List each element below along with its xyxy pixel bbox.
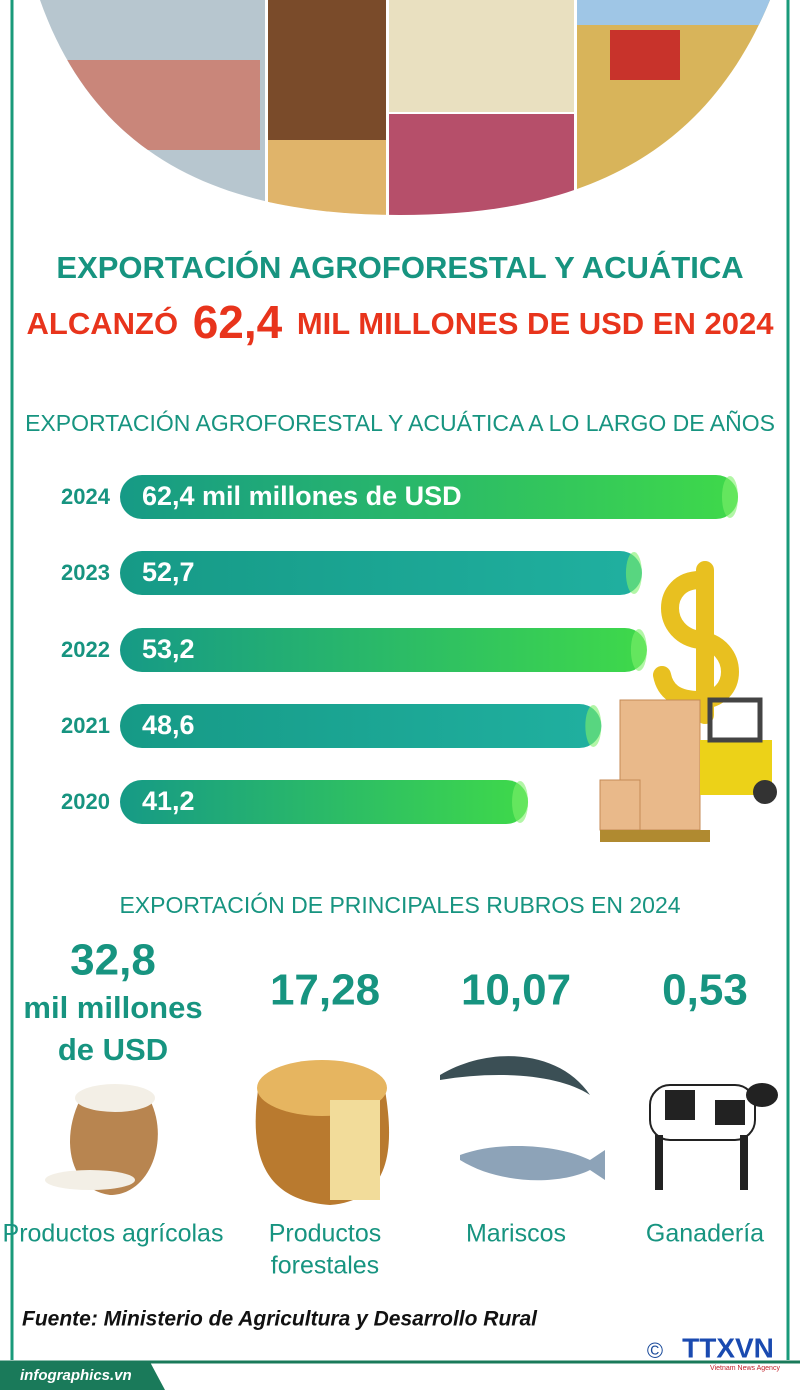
cow-icon	[649, 1083, 778, 1190]
y-tick-label: 2023	[61, 560, 110, 585]
y-tick-label: 2024	[61, 484, 111, 509]
value-label: 62,4 mil millones de USD	[142, 481, 462, 511]
headline-highlight: 62,4	[193, 296, 283, 348]
unit-label: de USD	[58, 1032, 168, 1067]
footer-site: infographics.vn	[20, 1367, 132, 1384]
value-label: 41,2	[142, 786, 195, 816]
category-value: 0,53	[662, 966, 748, 1015]
bar	[120, 551, 642, 595]
headline-2: ALCANZÓ 62,4 MIL MILLONES DE USD EN 2024	[27, 296, 775, 348]
seafood-icon	[440, 1056, 605, 1181]
category-label: Productos	[269, 1220, 382, 1248]
bar-cap	[512, 781, 529, 823]
logo: TTXVN	[682, 1332, 774, 1363]
bar	[120, 628, 647, 672]
category-label: Productos agrícolas	[3, 1220, 224, 1248]
unit-label: mil millones	[23, 990, 202, 1025]
category-label: Ganadería	[646, 1220, 764, 1248]
bar-chart: 2024 62,4 mil millones de USD 2023 52,7 2022…	[61, 475, 738, 824]
bar-cap	[585, 705, 602, 747]
bar-cap	[630, 629, 647, 671]
value-label: 52,7	[142, 557, 195, 587]
copyright: ©	[647, 1338, 663, 1363]
y-tick-label: 2021	[61, 713, 110, 738]
bar	[120, 475, 738, 519]
footer-band	[0, 1362, 165, 1390]
section-title: EXPORTACIÓN DE PRINCIPALES RUBROS EN 202…	[119, 892, 680, 918]
y-tick-label: 2022	[61, 637, 110, 662]
value-label: 48,6	[142, 710, 195, 740]
category-label: Mariscos	[466, 1220, 566, 1248]
bar	[120, 780, 529, 824]
category-value: 17,28	[270, 966, 380, 1015]
category-value: 32,8	[70, 936, 156, 985]
headline-pre: ALCANZÓ	[27, 305, 179, 341]
chart-title: EXPORTACIÓN AGROFORESTAL Y ACUÁTICA A LO…	[25, 410, 775, 436]
rice-icon	[45, 1084, 158, 1195]
y-tick-label: 2020	[61, 789, 110, 814]
source: Fuente: Ministerio de Agricultura y Desa…	[22, 1308, 538, 1331]
headline-post: MIL MILLONES DE USD EN 2024	[297, 306, 774, 341]
bar	[120, 704, 602, 748]
wood-icon	[255, 1060, 390, 1205]
category-label: forestales	[271, 1252, 379, 1280]
bar-cap	[722, 476, 738, 518]
forklift-icon	[599, 561, 777, 842]
category-value: 10,07	[461, 966, 571, 1015]
logo-sub: Vietnam News Agency	[710, 1365, 780, 1372]
headline: EXPORTACIÓN AGROFORESTAL Y ACUÁTICA	[56, 249, 743, 285]
categories: 32,8 Productos agrícolas 17,28 Productos for…	[3, 936, 765, 1280]
bar-cap	[625, 552, 642, 594]
value-label: 53,2	[142, 634, 195, 664]
